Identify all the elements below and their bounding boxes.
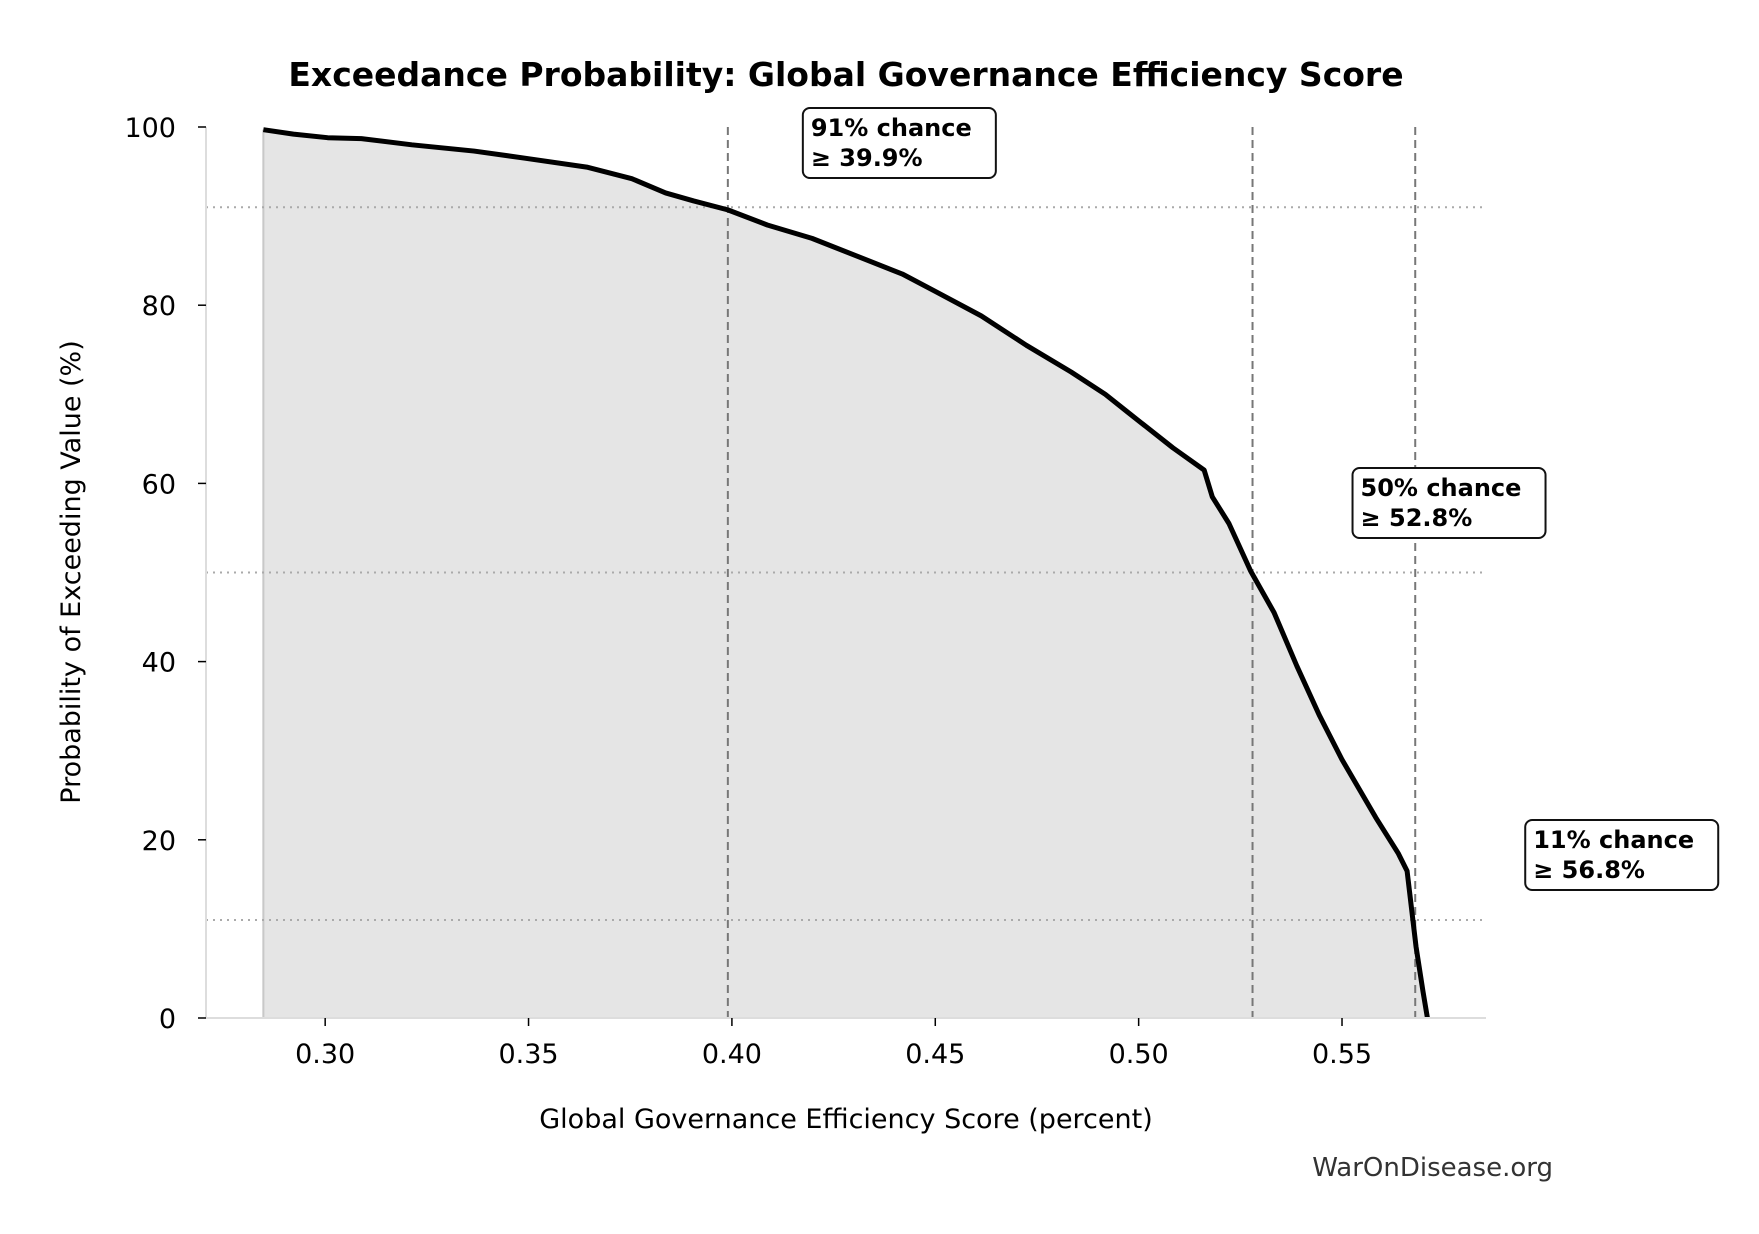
x-tick-label: 0.45 (905, 1039, 965, 1070)
x-tick-label: 0.35 (498, 1039, 558, 1070)
annotation-line2: ≥ 52.8% (1361, 504, 1473, 532)
y-tick-label: 40 (142, 648, 176, 679)
annotation-line2: ≥ 56.8% (1533, 856, 1645, 884)
y-tick-label: 0 (159, 1004, 176, 1035)
x-tick-label: 0.30 (295, 1039, 355, 1070)
exceedance-area (263, 129, 1428, 1019)
x-tick-label: 0.55 (1312, 1039, 1372, 1070)
x-tick-label: 0.50 (1109, 1039, 1169, 1070)
annotation-box (1351, 467, 1547, 539)
annotation-line1: 50% chance (1361, 474, 1522, 502)
annotation-line2: ≥ 39.9% (811, 144, 923, 172)
y-tick-label: 80 (142, 291, 176, 322)
exceedance-curve (262, 127, 1430, 1019)
x-tick-label: 0.40 (702, 1039, 762, 1070)
watermark: WarOnDisease.org (1312, 1153, 1553, 1183)
y-axis-label: Probability of Exceeding Value (%) (56, 340, 87, 803)
y-tick-label: 60 (142, 469, 176, 500)
y-tick-label: 100 (124, 113, 176, 144)
x-axis-label: Global Governance Efficiency Score (perc… (539, 1104, 1153, 1135)
annotation-line1: 11% chance (1533, 826, 1694, 854)
annotation-box (801, 107, 997, 179)
chart-title: Exceedance Probability: Global Governanc… (288, 55, 1403, 94)
annotation-box (1524, 819, 1720, 891)
y-tick-label: 20 (142, 826, 176, 857)
annotation-line1: 91% chance (811, 114, 972, 142)
